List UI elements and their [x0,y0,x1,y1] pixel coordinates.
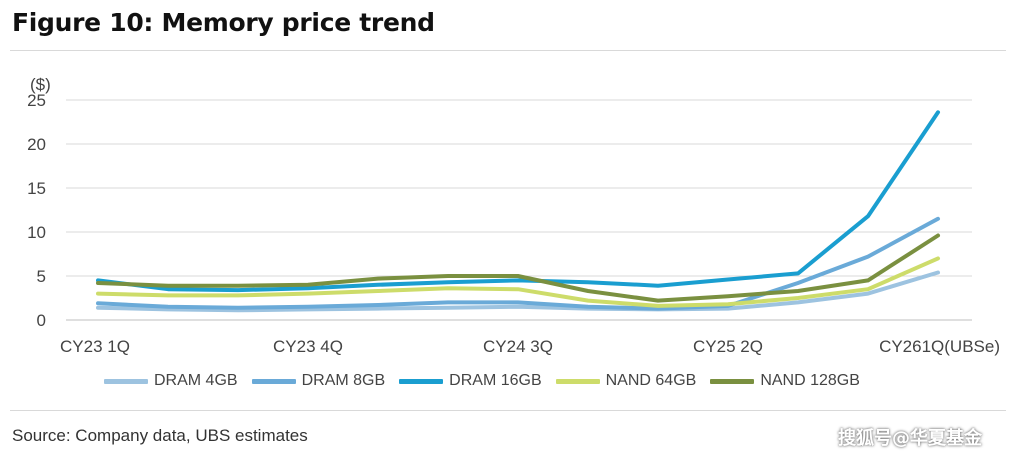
legend-item-dram-8gb: DRAM 8GB [251,372,386,390]
series-line-nand-128gb [96,233,940,303]
legend-swatch [399,378,444,384]
x-tick-label: CY261Q(UBSe) [879,337,1000,356]
y-tick-label: 20 [27,135,46,154]
y-tick-label: 15 [27,179,46,198]
source-note: Source: Company data, UBS estimates [12,426,308,445]
title-divider [10,50,1006,51]
x-tick-label: CY24 3Q [483,337,553,356]
chart-legend: DRAM 4GB DRAM 8GB DRAM 16GB NAND 64GB NAND 1… [104,370,860,392]
x-tick-labels: CY23 1Q CY23 4Q CY24 3Q CY25 2Q CY261Q(UBSe) [60,337,1000,356]
legend-item-nand-128gb: NAND 128GB [710,372,860,390]
series-line-dram-16gb [96,110,940,293]
legend-label: DRAM 4GB [154,372,238,389]
series-line-dram-4gb [96,270,940,313]
legend-label: NAND 128GB [760,372,860,389]
legend-label: NAND 64GB [605,372,697,389]
legend-swatch [555,378,600,384]
series-lines [96,110,940,313]
legend-swatch [104,378,148,384]
legend-swatch [251,378,296,384]
x-tick-label: CY23 1Q [60,337,130,356]
x-tick-label: CY23 4Q [273,337,343,356]
legend-item-dram-16gb: DRAM 16GB [399,372,542,390]
series-line-dram-8gb [96,216,940,311]
y-axis-unit-label: ($) [30,75,51,94]
legend-item-nand-64gb: NAND 64GB [555,372,697,390]
y-tick-label: 10 [27,223,46,242]
legend-swatch [710,378,755,384]
series-line-nand-64gb [96,256,940,308]
legend-item-dram-4gb: DRAM 4GB [104,372,238,390]
x-tick-label: CY25 2Q [693,337,763,356]
legend-label: DRAM 8GB [301,372,386,389]
watermark: 搜狐号@华夏基金 [838,428,982,449]
source-divider [10,410,1006,411]
y-tick-label: 5 [37,267,46,286]
y-tick-label: 25 [27,91,46,110]
legend-label: DRAM 16GB [449,372,542,389]
y-tick-label: 0 [37,311,46,330]
y-tick-labels: 0 5 10 15 20 25 [27,91,46,330]
figure-title: Figure 10: Memory price trend [12,8,435,37]
